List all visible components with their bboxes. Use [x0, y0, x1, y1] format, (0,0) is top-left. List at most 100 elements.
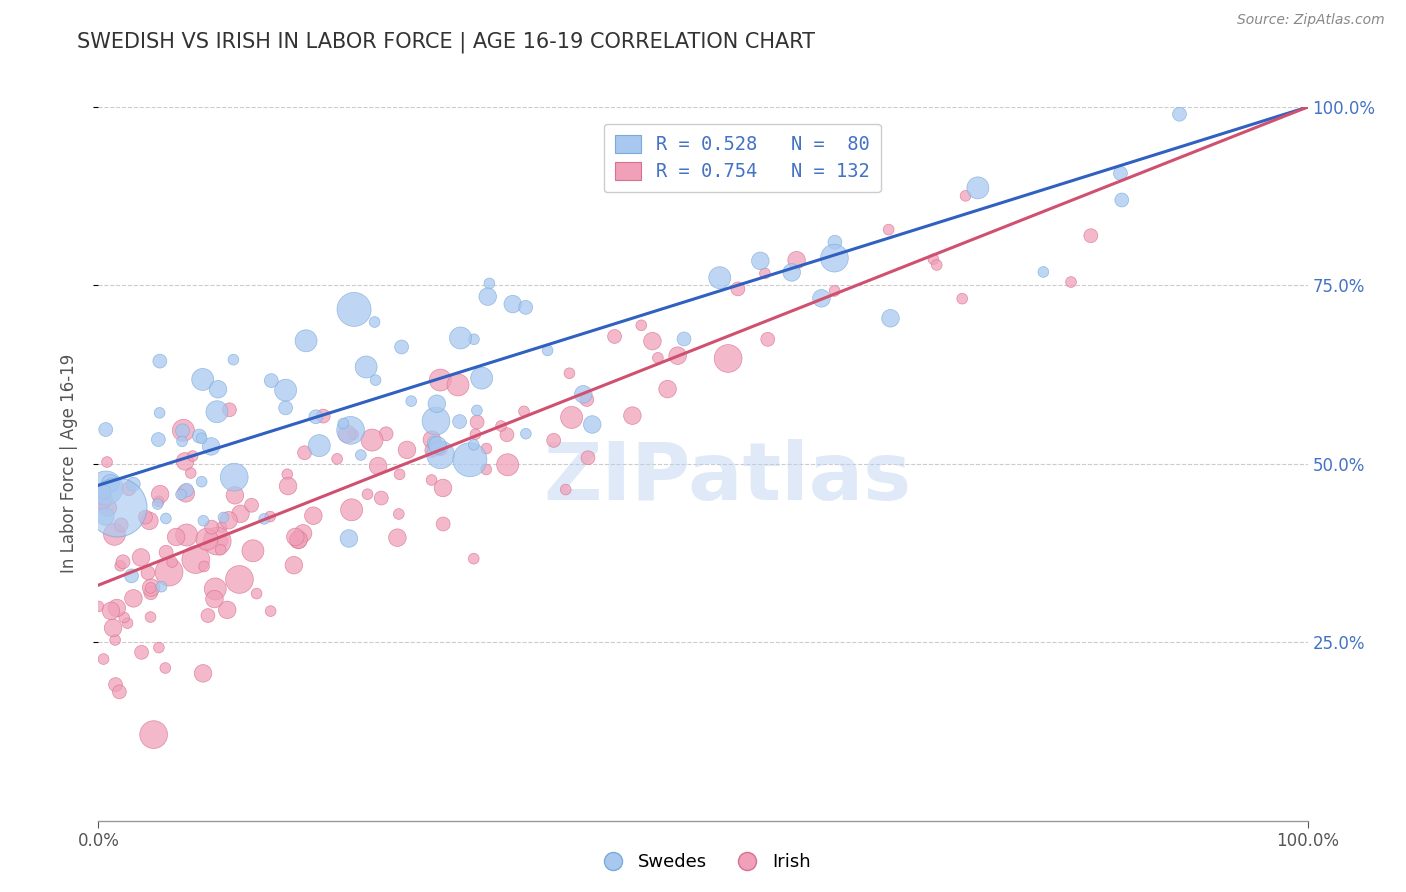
- Point: [274, 401, 297, 415]
- Point: [122, 591, 145, 606]
- Point: [149, 406, 172, 420]
- Point: [97, 500, 120, 515]
- Point: [641, 334, 664, 348]
- Point: [429, 442, 451, 456]
- Point: [356, 487, 378, 501]
- Point: [224, 488, 246, 502]
- Point: [117, 616, 139, 631]
- Point: [603, 329, 626, 343]
- Point: [423, 436, 446, 450]
- Point: [138, 514, 160, 528]
- Point: [1111, 193, 1133, 207]
- Point: [478, 277, 501, 291]
- Point: [218, 402, 240, 417]
- Point: [308, 439, 330, 453]
- Point: [172, 423, 194, 437]
- Point: [204, 582, 226, 596]
- Point: [312, 409, 335, 423]
- Point: [426, 397, 449, 411]
- Point: [643, 141, 665, 155]
- Point: [672, 332, 695, 346]
- Point: [450, 331, 472, 345]
- Point: [108, 685, 131, 699]
- Point: [342, 427, 364, 442]
- Point: [191, 666, 214, 681]
- Point: [420, 473, 443, 487]
- Point: [287, 533, 309, 547]
- Point: [458, 452, 481, 467]
- Point: [370, 491, 392, 505]
- Point: [101, 475, 124, 489]
- Point: [148, 433, 170, 447]
- Point: [139, 610, 162, 624]
- Point: [824, 235, 846, 250]
- Point: [292, 526, 315, 541]
- Point: [190, 475, 212, 489]
- Point: [465, 403, 488, 417]
- Point: [496, 427, 519, 442]
- Point: [148, 640, 170, 655]
- Point: [176, 528, 198, 542]
- Point: [463, 332, 485, 346]
- Point: [191, 372, 214, 386]
- Point: [367, 458, 389, 473]
- Point: [647, 351, 669, 365]
- Point: [142, 728, 165, 742]
- Point: [193, 514, 215, 528]
- Point: [149, 354, 172, 368]
- Point: [496, 458, 519, 472]
- Point: [100, 604, 122, 618]
- Point: [340, 503, 363, 517]
- Point: [197, 608, 219, 623]
- Point: [287, 533, 309, 547]
- Point: [165, 530, 187, 544]
- Point: [464, 427, 486, 442]
- Point: [780, 265, 803, 279]
- Point: [420, 443, 443, 458]
- Point: [94, 481, 117, 495]
- Point: [146, 497, 169, 511]
- Point: [190, 431, 212, 445]
- Point: [621, 409, 644, 423]
- Point: [211, 534, 233, 549]
- Point: [129, 550, 152, 565]
- Point: [209, 542, 232, 557]
- Point: [395, 442, 418, 457]
- Point: [536, 343, 558, 358]
- Point: [388, 507, 411, 521]
- Point: [277, 479, 299, 493]
- Point: [1060, 275, 1083, 289]
- Legend: R = 0.528   N =  80, R = 0.754   N = 132: R = 0.528 N = 80, R = 0.754 N = 132: [603, 124, 882, 193]
- Point: [101, 621, 124, 635]
- Point: [105, 500, 128, 514]
- Point: [657, 382, 679, 396]
- Point: [139, 581, 162, 595]
- Point: [188, 429, 211, 443]
- Point: [205, 405, 228, 419]
- Point: [475, 442, 498, 456]
- Point: [515, 301, 537, 315]
- Point: [967, 181, 990, 195]
- Point: [387, 531, 409, 545]
- Point: [240, 498, 263, 512]
- Point: [170, 487, 193, 501]
- Point: [201, 520, 224, 534]
- Point: [224, 470, 246, 484]
- Point: [131, 645, 153, 659]
- Point: [174, 454, 197, 468]
- Point: [709, 270, 731, 285]
- Point: [332, 417, 354, 431]
- Point: [326, 451, 349, 466]
- Point: [96, 455, 118, 469]
- Point: [361, 433, 384, 447]
- Point: [195, 532, 218, 546]
- Point: [284, 530, 307, 544]
- Point: [475, 462, 498, 476]
- Point: [823, 251, 845, 265]
- Point: [1168, 107, 1191, 121]
- Point: [561, 410, 583, 425]
- Point: [259, 604, 281, 618]
- Point: [343, 302, 366, 317]
- Point: [429, 373, 451, 387]
- Point: [100, 476, 122, 491]
